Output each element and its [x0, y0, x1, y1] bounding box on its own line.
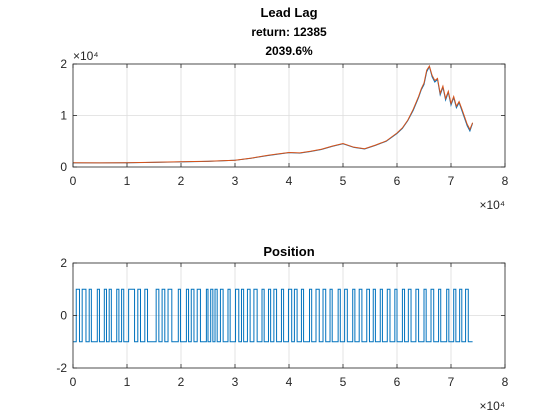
y-tick-label: 0: [60, 309, 67, 323]
chart-title-line: 2039.6%: [265, 44, 313, 58]
x-exponent-label: ×10⁴: [479, 399, 505, 413]
x-tick-label: 4: [286, 174, 293, 188]
price-chart: 0 1 2 3 4 5 6 7 8 0 1 2 ×10⁴ ×10⁴ Lead Lag return: 1238…: [60, 5, 508, 212]
y-tick-label: 0: [60, 160, 67, 174]
x-tick-label: 1: [124, 174, 131, 188]
x-tick-label: 5: [340, 375, 347, 389]
y-exponent-label: ×10⁴: [73, 49, 99, 63]
x-tick-label: 6: [394, 375, 401, 389]
x-exponent-label: ×10⁴: [479, 198, 505, 212]
x-tick-label: 8: [502, 174, 509, 188]
y-tick-label: 2: [60, 57, 67, 71]
x-tick-label: 3: [232, 375, 239, 389]
x-tick-label: 7: [448, 375, 455, 389]
series-line-0: [73, 288, 473, 343]
chart-title-line: Lead Lag: [260, 5, 317, 20]
x-tick-label: 1: [124, 375, 131, 389]
chart-title-line: return: 12385: [251, 25, 327, 39]
x-tick-label: 2: [178, 375, 185, 389]
series-line-1: [72, 64, 474, 164]
x-tick-label: 0: [70, 174, 77, 188]
x-tick-label: 0: [70, 375, 77, 389]
x-tick-label: 2: [178, 174, 185, 188]
x-tick-label: 3: [232, 174, 239, 188]
x-tick-label: 4: [286, 375, 293, 389]
x-tick-label: 5: [340, 174, 347, 188]
y-tick-label: 1: [60, 109, 67, 123]
y-tick-label: -2: [56, 361, 67, 375]
x-tick-label: 6: [394, 174, 401, 188]
x-tick-label: 7: [448, 174, 455, 188]
x-tick-label: 8: [502, 375, 509, 389]
y-tick-label: 2: [60, 256, 67, 270]
chart-title-line: Position: [263, 244, 314, 259]
